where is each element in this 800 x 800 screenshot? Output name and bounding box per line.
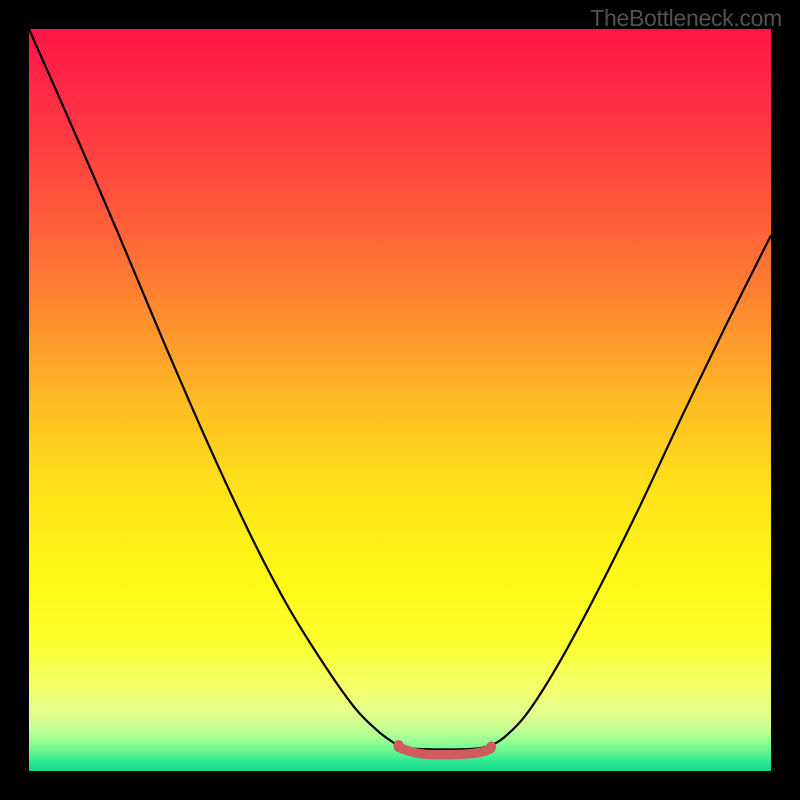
plot-background: [29, 29, 771, 771]
watermark-text: TheBottleneck.com: [590, 5, 782, 32]
chart-outer: TheBottleneck.com: [0, 0, 800, 800]
valley-endpoint-dot: [394, 740, 404, 750]
valley-endpoint-dot: [486, 742, 496, 752]
plot-area: [29, 29, 771, 771]
chart-svg: [29, 29, 771, 771]
